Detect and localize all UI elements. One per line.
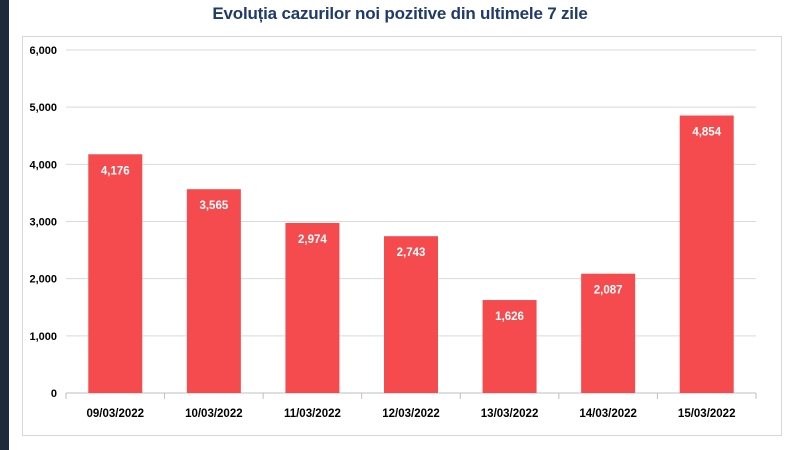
data-label: 3,565 (199, 200, 228, 212)
x-tick-label: 13/03/2022 (481, 408, 539, 420)
y-tick-label: 6,000 (29, 45, 57, 57)
x-axis-ticks: 09/03/2022 10/03/2022 11/03/2022 12/03/2022… (65, 393, 757, 420)
y-tick-label: 1,000 (29, 331, 57, 343)
bar (482, 300, 537, 393)
data-label: 2,743 (397, 247, 426, 259)
data-label: 1,626 (495, 311, 524, 323)
window-left-edge (0, 0, 9, 450)
bars (88, 115, 734, 393)
data-label: 4,176 (101, 165, 130, 177)
bar (384, 236, 438, 393)
y-tick-label: 0 (51, 388, 57, 400)
bar (88, 154, 143, 393)
x-tick-label: 12/03/2022 (382, 408, 440, 420)
data-labels: 4,176 3,565 2,974 2,743 1,626 2,087 4,854 (101, 127, 722, 324)
x-tick-label: 10/03/2022 (185, 408, 243, 420)
data-label: 4,854 (692, 127, 721, 139)
bar (285, 222, 340, 393)
data-label: 2,087 (594, 285, 623, 297)
bar (581, 273, 636, 393)
y-tick-label: 5,000 (29, 102, 57, 114)
y-axis-ticks: 0 1,000 2,000 3,000 4,000 5,000 6,000 (29, 45, 57, 400)
x-tick-label: 15/03/2022 (678, 408, 736, 420)
y-tick-label: 3,000 (29, 217, 57, 229)
x-tick-label: 11/03/2022 (284, 408, 341, 420)
bar (186, 189, 241, 393)
bar (679, 115, 734, 393)
y-tick-label: 4,000 (29, 159, 57, 171)
data-label: 2,974 (298, 234, 327, 246)
y-tick-label: 2,000 (29, 274, 57, 286)
x-tick-label: 09/03/2022 (87, 408, 145, 420)
x-tick-label: 14/03/2022 (579, 408, 637, 420)
chart-title: Evoluția cazurilor noi pozitive din ulti… (212, 4, 588, 23)
